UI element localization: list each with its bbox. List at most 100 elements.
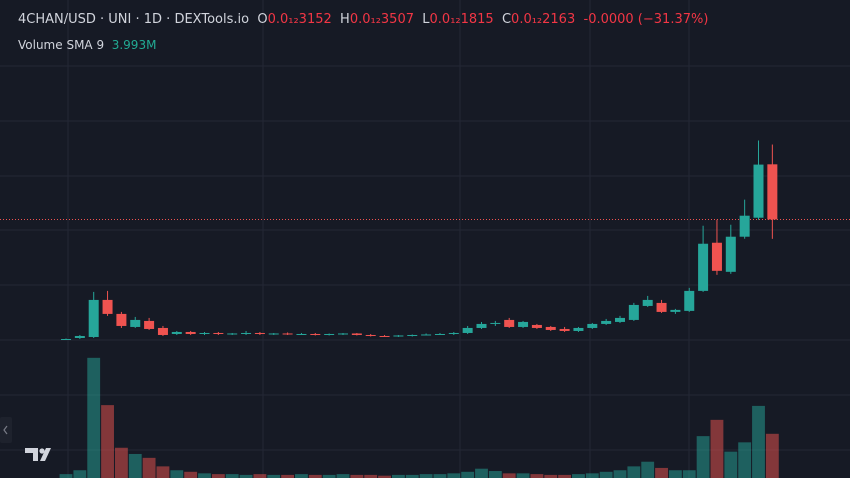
candle-body (711, 242, 722, 271)
volume-bar (350, 474, 364, 478)
volume-bar (114, 447, 128, 478)
change-value: -0.0000 (−31.37%) (583, 12, 709, 27)
candle-body (601, 320, 612, 324)
logo-part (40, 448, 51, 461)
button-bg[interactable] (0, 417, 12, 443)
candle-body (157, 327, 168, 335)
logo-part (39, 448, 45, 454)
candle-body (268, 333, 279, 335)
candle-body (310, 333, 321, 335)
candle-body (518, 321, 529, 327)
volume-bar (364, 474, 378, 478)
volume-bar (447, 473, 461, 478)
volume-bar (752, 405, 765, 478)
candle-body (448, 332, 459, 334)
candle-body (753, 164, 764, 218)
ohlc-value: 0.0₁₂3507 (349, 12, 414, 27)
volume-bar (73, 470, 87, 478)
volume-bar (308, 474, 322, 478)
candle-body (545, 326, 556, 330)
candle-body (531, 324, 542, 328)
volume-bar (738, 442, 752, 478)
volume-bar (184, 471, 198, 478)
arrow-icon (3, 425, 8, 435)
candle-body (61, 338, 71, 340)
volume-bar (336, 474, 350, 478)
ohlc-value: 0.0₁₂3152 (267, 12, 332, 27)
volume-bar (405, 474, 419, 478)
volume-bar (59, 474, 73, 478)
candle-body (725, 236, 736, 272)
candle-body (144, 320, 155, 329)
indicator-name: Volume SMA 9 (18, 38, 105, 52)
logo (25, 448, 51, 461)
volume-bar (433, 474, 447, 478)
candle-body (296, 333, 307, 335)
volume-bar (544, 474, 558, 478)
volume-bar (128, 453, 142, 478)
volume-bar (156, 466, 170, 478)
volume-bar (239, 474, 253, 478)
candle-body (213, 332, 224, 334)
candle-body (434, 333, 445, 335)
header-line: 4CHAN/USD · UNI · 1D · DEXTools.io O0.0₁… (18, 12, 708, 27)
candle-body (421, 334, 432, 336)
volume-bar (668, 470, 682, 478)
volume-bar (682, 470, 696, 478)
candle-body (739, 215, 750, 237)
candle-body (628, 304, 639, 320)
volume-bar (281, 474, 295, 478)
candle-body (351, 333, 362, 335)
candle-body (767, 164, 778, 220)
ohlc-value: 0.0₁₂2163 (511, 12, 576, 27)
ohlc-key: L (422, 12, 430, 27)
candle-body (684, 290, 695, 311)
scroll-left-button[interactable] (0, 417, 12, 443)
volume-bar (267, 474, 281, 478)
candle-body (102, 299, 113, 314)
candle-body (656, 302, 667, 312)
volume-bar (322, 474, 336, 478)
candle-body (116, 313, 127, 326)
volume-bar (419, 474, 433, 478)
chart-title: 4CHAN/USD · UNI · 1D · DEXTools.io (18, 12, 250, 27)
volume-bar (378, 475, 391, 478)
candle-body (407, 334, 418, 336)
candle-body (185, 331, 196, 334)
candle-body (74, 335, 85, 338)
candle-body (587, 323, 598, 328)
candle-body (338, 333, 348, 335)
ohlc-key: O (257, 12, 268, 27)
volume-bar (655, 467, 668, 478)
logo-part (25, 448, 38, 461)
volume-bar (724, 451, 738, 478)
volume-bar (101, 405, 114, 478)
volume-bar (295, 474, 308, 478)
volume-line: Volume SMA 9 3.993M (18, 38, 156, 52)
volume-bar (641, 461, 655, 478)
volume-bar (585, 473, 599, 478)
marks (0, 140, 850, 478)
candle-body (559, 328, 570, 331)
ohlc-value: 0.0₁₂1815 (429, 12, 494, 27)
candle-body (365, 334, 376, 336)
candle-body (476, 323, 487, 328)
volume-bar (530, 474, 544, 478)
volume-bar (710, 419, 724, 478)
volume-bar (765, 433, 779, 478)
volume-bar (253, 474, 267, 478)
candle-body (130, 319, 141, 327)
volume-bar (696, 436, 710, 478)
candle-body (573, 327, 584, 331)
candle-body (490, 322, 501, 324)
volume-bar (599, 471, 613, 478)
volume-bar (142, 457, 156, 478)
candle-body (504, 319, 515, 327)
candle-body (254, 332, 265, 334)
volume-bar (613, 470, 627, 478)
candle-body (698, 243, 709, 291)
candle-body (324, 333, 335, 335)
volume-bar (627, 466, 641, 478)
